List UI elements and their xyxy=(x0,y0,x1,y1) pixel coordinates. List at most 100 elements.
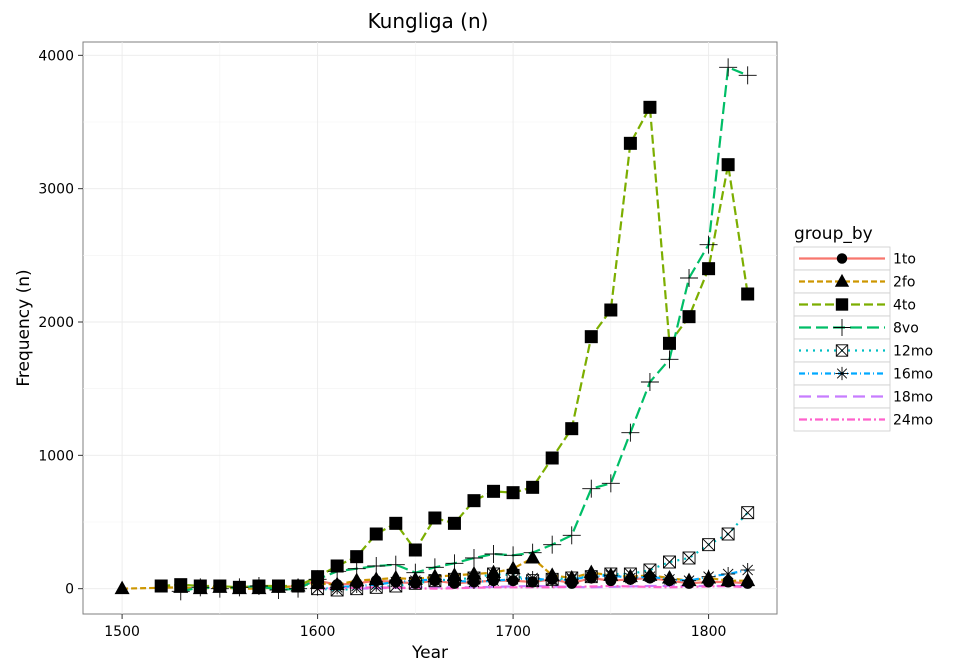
data-point-4to xyxy=(154,579,168,593)
legend-marker xyxy=(834,273,850,287)
legend-item-12mo: 12mo xyxy=(793,338,933,363)
data-point-2fo xyxy=(486,564,502,579)
data-point-16mo xyxy=(310,581,325,596)
legend-label: 12mo xyxy=(893,344,933,360)
data-point-4to xyxy=(702,262,716,276)
x-tick-label: 1500 xyxy=(104,624,140,640)
data-point-16mo xyxy=(721,567,736,581)
data-point-8vo xyxy=(367,557,386,575)
data-point-8vo xyxy=(171,582,190,601)
legend-item-16mo: 16mo xyxy=(793,361,933,386)
data-point-16mo xyxy=(564,572,579,587)
legend-label: 1to xyxy=(893,252,916,268)
data-point-16mo xyxy=(701,569,716,584)
data-point-4to xyxy=(447,516,461,530)
data-point-16mo xyxy=(506,572,521,587)
data-point-8vo xyxy=(386,555,405,574)
legend-label: 24mo xyxy=(893,413,933,429)
x-tick-label: 1700 xyxy=(495,624,531,640)
data-point-2fo xyxy=(114,580,130,595)
legend-item-2fo: 2fo xyxy=(793,269,915,294)
data-point-16mo xyxy=(427,572,442,587)
data-point-8vo xyxy=(504,546,523,565)
data-point-16mo xyxy=(330,580,345,595)
data-point-2fo xyxy=(466,566,482,580)
data-point-16mo xyxy=(369,577,384,592)
data-point-4to xyxy=(565,422,579,436)
legend-marker xyxy=(835,366,849,381)
data-point-4to xyxy=(428,511,442,525)
data-point-4to xyxy=(643,100,657,114)
data-point-8vo xyxy=(699,235,718,254)
minor-gridlines xyxy=(83,42,777,614)
chart-title: Kungliga (n) xyxy=(368,9,489,33)
data-point-16mo xyxy=(545,573,560,588)
data-point-4to xyxy=(467,494,481,508)
data-point-8vo xyxy=(719,58,738,77)
y-tick-label: 4000 xyxy=(38,48,74,64)
data-point-12mo xyxy=(702,538,716,552)
legend-marker xyxy=(835,298,849,311)
data-point-16mo xyxy=(740,563,755,577)
y-axis-title: Frequency (n) xyxy=(14,269,34,386)
data-point-16mo xyxy=(662,572,677,587)
data-point-8vo xyxy=(680,269,699,287)
legend-label: 16mo xyxy=(893,367,933,383)
data-point-8vo xyxy=(562,526,581,545)
data-point-8vo xyxy=(601,474,620,493)
data-point-8vo xyxy=(738,66,757,85)
data-point-8vo xyxy=(484,545,503,563)
data-point-8vo xyxy=(191,578,210,597)
data-point-8vo xyxy=(210,579,229,598)
data-point-8vo xyxy=(464,549,483,567)
data-point-4to xyxy=(545,451,559,465)
y-axis: 0 1000 2000 3000 4000 xyxy=(38,48,83,598)
y-tick-label: 1000 xyxy=(38,448,74,464)
data-point-4to xyxy=(584,330,598,344)
data-point-12mo xyxy=(663,555,676,569)
legend-title: group_by xyxy=(794,224,873,244)
legend: group_by 1to 2fo 4to 8vo 12mo 16mo 18mo 24mo xyxy=(793,224,933,432)
data-point-12mo xyxy=(682,551,696,565)
data-point-8vo xyxy=(523,543,542,562)
data-point-16mo xyxy=(584,569,599,584)
data-point-16mo xyxy=(642,569,657,584)
data-point-4to xyxy=(369,527,383,541)
data-point-8vo xyxy=(289,579,308,598)
legend-item-1to: 1to xyxy=(793,246,916,271)
data-point-8vo xyxy=(660,350,679,369)
legend-item-18mo: 18mo xyxy=(793,384,933,409)
legend-marker xyxy=(836,253,848,264)
data-point-4to xyxy=(408,543,422,557)
data-point-16mo xyxy=(466,575,481,589)
data-point-4to xyxy=(526,480,540,494)
data-point-16mo xyxy=(408,573,423,588)
data-point-4to xyxy=(506,486,520,500)
data-point-4to xyxy=(682,310,696,324)
data-point-16mo xyxy=(349,579,364,593)
data-point-16mo xyxy=(623,571,638,585)
data-point-2fo xyxy=(505,560,521,575)
data-point-16mo xyxy=(603,568,618,583)
legend-label: 8vo xyxy=(893,321,919,337)
data-point-4to xyxy=(487,484,501,498)
data-point-4to xyxy=(741,287,755,301)
y-tick-label: 2000 xyxy=(38,315,74,331)
data-point-4to xyxy=(389,516,403,530)
data-point-8vo xyxy=(582,479,601,498)
data-point-2fo xyxy=(740,572,756,587)
y-tick-label: 3000 xyxy=(38,182,74,198)
legend-label: 2fo xyxy=(893,275,915,291)
data-point-4to xyxy=(623,136,637,150)
x-axis-title: Year xyxy=(411,643,448,663)
data-point-8vo xyxy=(621,423,640,442)
series-line-12mo xyxy=(317,511,749,592)
y-tick-label: 0 xyxy=(65,582,74,598)
data-point-16mo xyxy=(525,571,540,585)
legend-item-8vo: 8vo xyxy=(793,315,919,340)
data-point-16mo xyxy=(682,573,697,588)
data-point-8vo xyxy=(269,581,288,599)
x-axis: 1500 1600 1700 1800 xyxy=(104,614,726,640)
data-point-12mo xyxy=(721,527,735,541)
data-point-4to xyxy=(350,550,364,564)
